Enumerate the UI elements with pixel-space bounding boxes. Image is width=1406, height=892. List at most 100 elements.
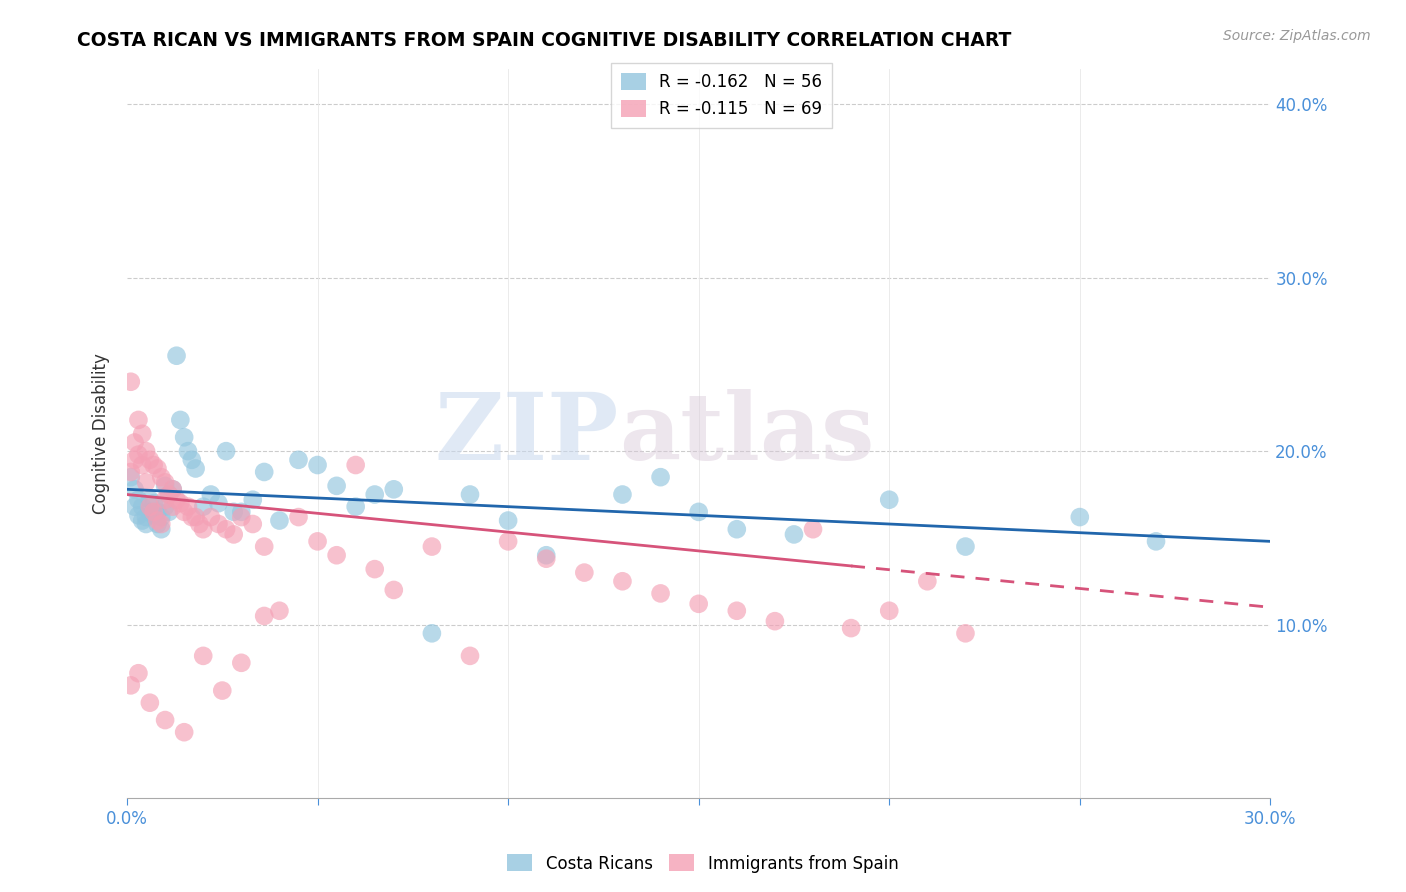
- Point: [231, 510, 253, 524]
- Point: [211, 683, 233, 698]
- Point: [536, 548, 558, 562]
- Point: [574, 566, 596, 580]
- Point: [364, 487, 387, 501]
- Point: [135, 510, 157, 524]
- Point: [253, 609, 276, 624]
- Point: [325, 548, 347, 562]
- Point: [763, 614, 786, 628]
- Point: [139, 492, 162, 507]
- Point: [142, 505, 165, 519]
- Point: [269, 514, 291, 528]
- Point: [200, 510, 222, 524]
- Point: [877, 604, 900, 618]
- Point: [153, 492, 176, 507]
- Point: [162, 483, 184, 497]
- Point: [242, 516, 264, 531]
- Point: [131, 500, 153, 514]
- Point: [166, 349, 188, 363]
- Point: [193, 522, 215, 536]
- Point: [344, 500, 367, 514]
- Point: [120, 465, 142, 479]
- Text: COSTA RICAN VS IMMIGRANTS FROM SPAIN COGNITIVE DISABILITY CORRELATION CHART: COSTA RICAN VS IMMIGRANTS FROM SPAIN COG…: [77, 31, 1012, 50]
- Point: [222, 527, 245, 541]
- Point: [169, 413, 191, 427]
- Text: ZIP: ZIP: [434, 389, 619, 479]
- Point: [150, 516, 173, 531]
- Point: [131, 514, 153, 528]
- Point: [207, 516, 229, 531]
- Text: atlas: atlas: [619, 389, 875, 479]
- Point: [688, 597, 710, 611]
- Point: [839, 621, 862, 635]
- Point: [157, 487, 180, 501]
- Point: [287, 510, 309, 524]
- Point: [120, 375, 142, 389]
- Point: [1144, 534, 1167, 549]
- Point: [725, 522, 748, 536]
- Point: [783, 527, 806, 541]
- Point: [325, 479, 347, 493]
- Point: [193, 500, 215, 514]
- Point: [157, 505, 180, 519]
- Point: [242, 492, 264, 507]
- Point: [173, 725, 195, 739]
- Point: [150, 470, 173, 484]
- Point: [215, 444, 238, 458]
- Point: [688, 505, 710, 519]
- Point: [917, 574, 939, 589]
- Point: [612, 574, 634, 589]
- Point: [150, 510, 173, 524]
- Point: [146, 516, 169, 531]
- Point: [135, 475, 157, 490]
- Point: [146, 505, 169, 519]
- Point: [382, 582, 405, 597]
- Point: [955, 626, 977, 640]
- Point: [139, 452, 162, 467]
- Point: [253, 540, 276, 554]
- Point: [612, 487, 634, 501]
- Point: [169, 496, 191, 510]
- Point: [139, 505, 162, 519]
- Point: [153, 475, 176, 490]
- Point: [127, 508, 149, 523]
- Point: [231, 505, 253, 519]
- Point: [157, 487, 180, 501]
- Point: [269, 604, 291, 618]
- Point: [382, 483, 405, 497]
- Point: [307, 534, 329, 549]
- Point: [180, 510, 202, 524]
- Point: [162, 500, 184, 514]
- Point: [177, 500, 200, 514]
- Point: [124, 500, 146, 514]
- Point: [650, 586, 672, 600]
- Point: [231, 656, 253, 670]
- Point: [153, 479, 176, 493]
- Point: [124, 483, 146, 497]
- Point: [344, 458, 367, 472]
- Point: [184, 510, 207, 524]
- Point: [458, 648, 481, 663]
- Point: [139, 696, 162, 710]
- Point: [253, 465, 276, 479]
- Point: [188, 516, 211, 531]
- Point: [139, 500, 162, 514]
- Point: [120, 470, 142, 484]
- Point: [364, 562, 387, 576]
- Point: [458, 487, 481, 501]
- Point: [150, 522, 173, 536]
- Point: [193, 648, 215, 663]
- Point: [146, 461, 169, 475]
- Point: [215, 522, 238, 536]
- Point: [173, 430, 195, 444]
- Point: [420, 626, 443, 640]
- Point: [496, 534, 519, 549]
- Point: [180, 452, 202, 467]
- Point: [131, 426, 153, 441]
- Point: [166, 492, 188, 507]
- Point: [142, 496, 165, 510]
- Point: [173, 505, 195, 519]
- Point: [124, 452, 146, 467]
- Point: [496, 514, 519, 528]
- Point: [725, 604, 748, 618]
- Point: [287, 452, 309, 467]
